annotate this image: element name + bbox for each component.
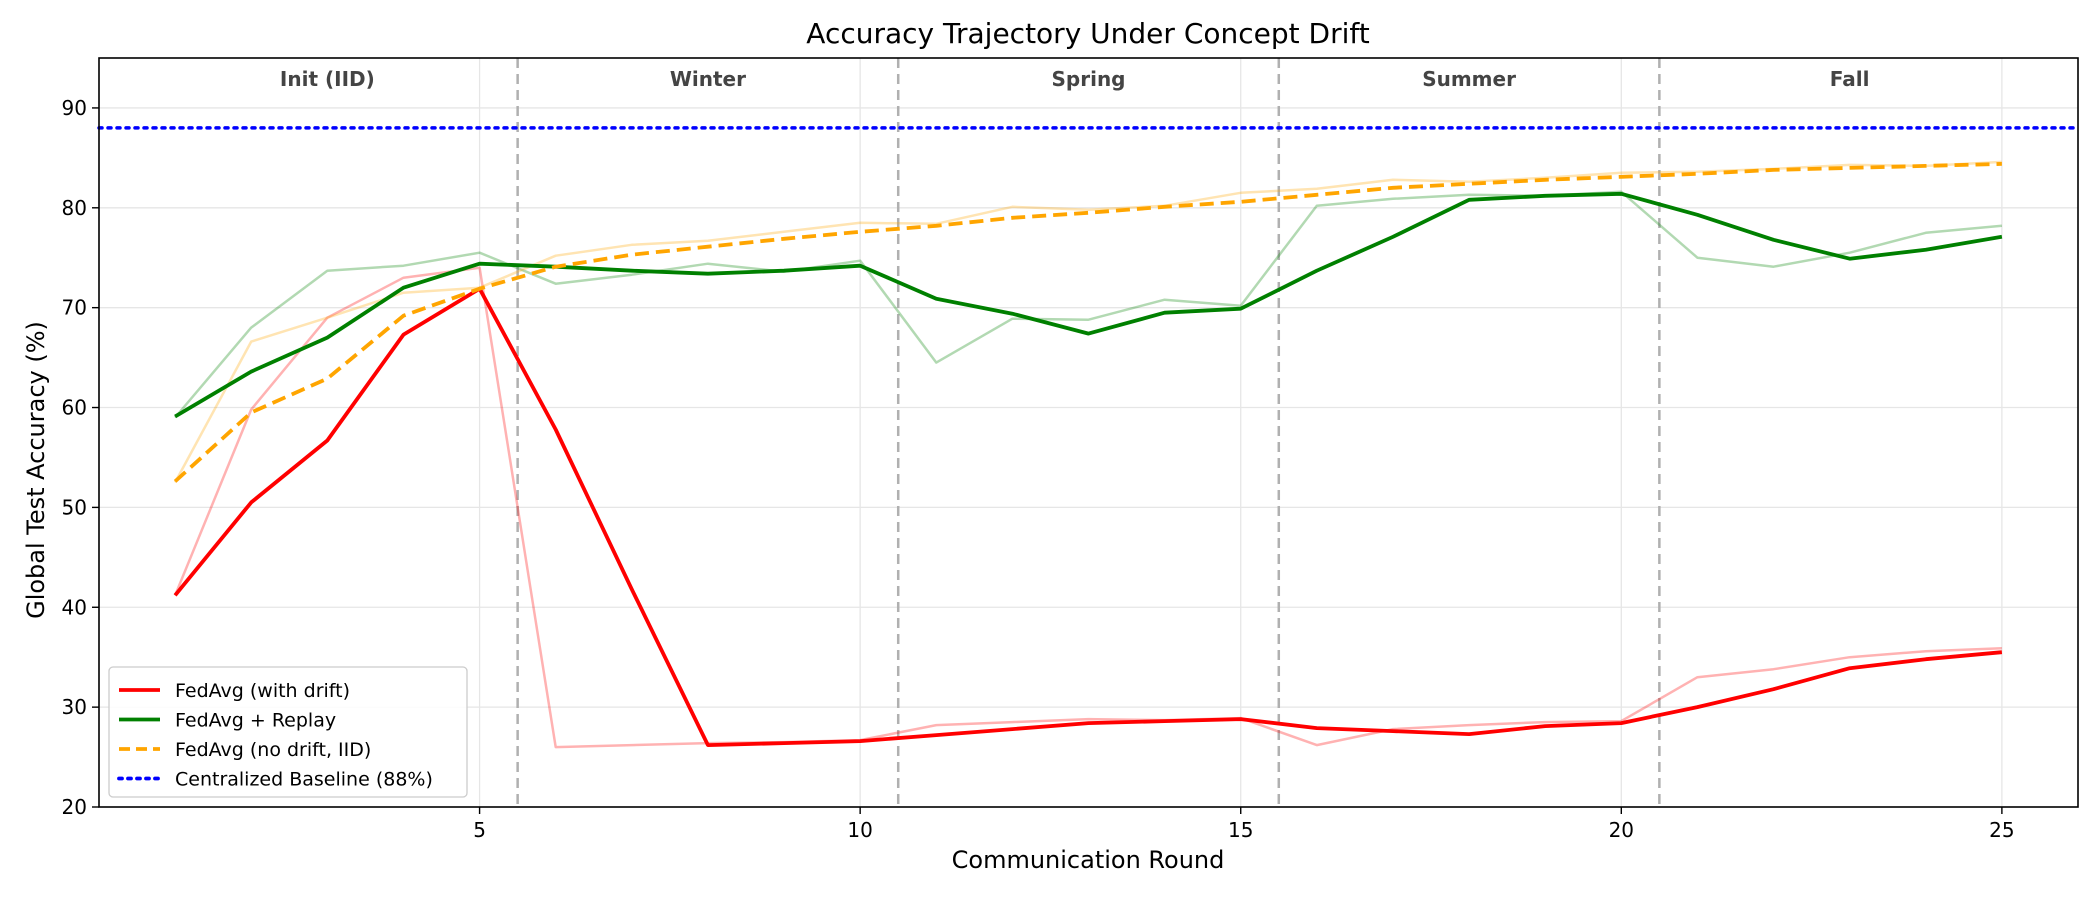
x-axis-label: Communication Round bbox=[952, 846, 1225, 874]
x-tick-label: 15 bbox=[1228, 818, 1253, 842]
y-tick-label: 30 bbox=[62, 695, 87, 719]
series-raw-fedavg-no-drift-iid bbox=[174, 160, 2002, 483]
y-tick-label: 40 bbox=[62, 595, 87, 619]
legend: FedAvg (with drift) FedAvg + Replay FedAvg… bbox=[108, 666, 468, 798]
x-tick-label: 5 bbox=[473, 818, 486, 842]
phase-label: Summer bbox=[1422, 67, 1516, 91]
chart-title: Accuracy Trajectory Under Concept Drift bbox=[806, 17, 1369, 50]
phase-layer: Init (IID) Winter Spring Summer Fall bbox=[280, 58, 1870, 807]
legend-label-fedavg-replay: FedAvg + Replay bbox=[175, 710, 336, 732]
y-tick-label: 60 bbox=[62, 396, 87, 420]
y-tick-label: 20 bbox=[62, 795, 87, 819]
legend-label-centralized-baseline-88: Centralized Baseline (88%) bbox=[175, 769, 433, 791]
phase-label: Init (IID) bbox=[280, 67, 375, 91]
phase-label: Fall bbox=[1830, 67, 1870, 91]
legend-label-fedavg-with-drift: FedAvg (with drift) bbox=[175, 680, 350, 702]
plot-frame bbox=[98, 57, 2079, 808]
y-axis-label: Global Test Accuracy (%) bbox=[22, 321, 50, 619]
x-tick-label: 10 bbox=[847, 818, 872, 842]
phase-label: Spring bbox=[1052, 67, 1126, 91]
phase-label: Winter bbox=[670, 67, 746, 91]
y-tick-label: 50 bbox=[62, 495, 87, 519]
legend-label-fedavg-no-drift-iid: FedAvg (no drift, IID) bbox=[175, 739, 371, 761]
y-tick-label: 90 bbox=[62, 96, 87, 120]
legend-box bbox=[108, 666, 468, 798]
axes-layer: 20 30 40 50 60 70 80 90 5 10 15 20 25 bbox=[62, 57, 2079, 842]
x-tick-label: 20 bbox=[1609, 818, 1634, 842]
x-tick-label: 25 bbox=[1989, 818, 2014, 842]
y-tick-label: 80 bbox=[62, 196, 87, 220]
series-line-fedavg-no-drift-iid bbox=[173, 162, 2002, 483]
series-line-fedavg-replay bbox=[174, 191, 2003, 419]
y-tick-label: 70 bbox=[62, 296, 87, 320]
series-raw-fedavg-replay bbox=[174, 190, 2003, 419]
series-raw-fedavg-with-drift bbox=[173, 266, 2002, 749]
series-layer bbox=[97, 126, 2080, 749]
